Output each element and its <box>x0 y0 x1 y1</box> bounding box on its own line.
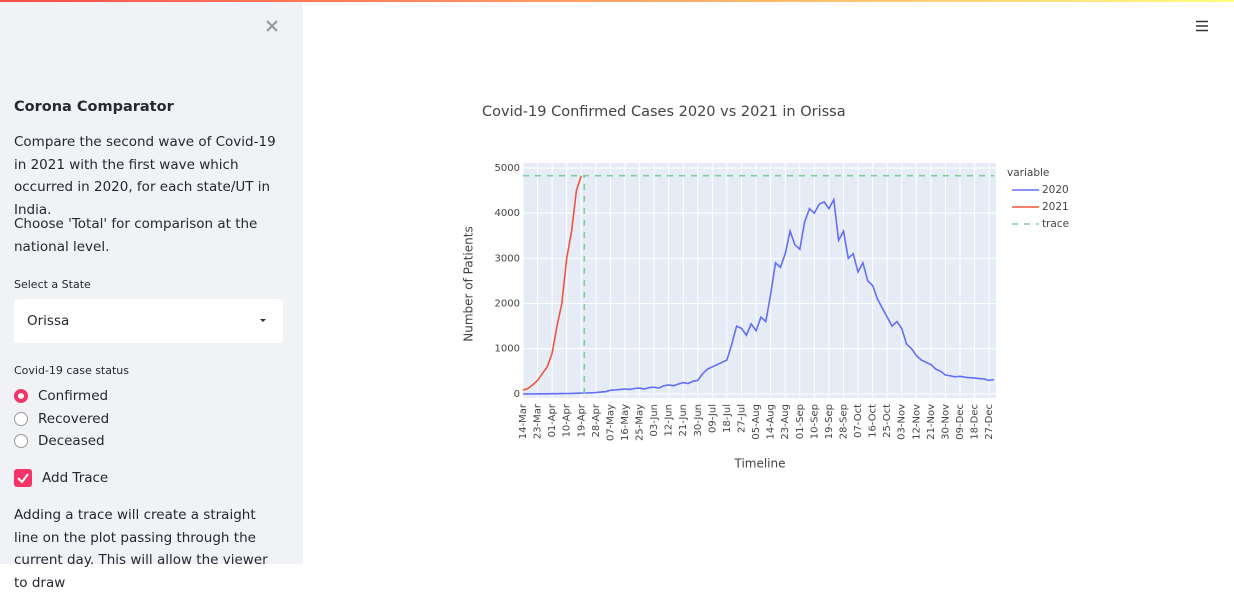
checkbox-box <box>14 469 32 487</box>
x-tick-label: 12-Jun <box>664 404 675 437</box>
plot-area <box>523 163 996 398</box>
x-tick-label: 25-Oct <box>882 404 893 438</box>
x-axis-title: Timeline <box>733 457 785 471</box>
chart-title: Covid-19 Confirmed Cases 2020 vs 2021 in… <box>482 104 846 120</box>
y-tick-label: 5000 <box>495 163 520 174</box>
radio-option[interactable]: Confirmed <box>14 386 108 406</box>
x-tick-label: 16-Oct <box>868 404 879 438</box>
x-tick-label: 01-Apr <box>547 403 558 437</box>
radio-option[interactable]: Deceased <box>14 431 105 451</box>
x-tick-label: 25-May <box>635 404 646 441</box>
x-tick-label: 05-Aug <box>751 404 762 440</box>
x-tick-label: 28-Apr <box>591 403 602 437</box>
dropdown-arrow <box>260 319 266 322</box>
x-tick-label: 10-Sep <box>809 404 820 439</box>
close-button[interactable] <box>265 19 279 33</box>
x-tick-label: 23-Aug <box>780 404 791 440</box>
state-select[interactable]: Orissa <box>14 299 283 343</box>
x-tick-label: 27-Dec <box>984 404 995 440</box>
option-text: Confirmed <box>38 388 109 404</box>
x-tick-label: 01-Sep <box>795 404 806 439</box>
legend-label: 2020 <box>1042 184 1069 196</box>
trace-help: Adding a trace will create a straight li… <box>14 507 268 591</box>
legend-title: variable <box>1007 167 1049 179</box>
x-tick-label: 07-May <box>605 404 616 441</box>
menu-button[interactable] <box>1195 20 1209 32</box>
checkbox[interactable]: Add Trace <box>14 468 108 488</box>
top-bar <box>0 0 1234 2</box>
sidebar-title: Corona Comparator <box>14 99 174 115</box>
x-tick-label: 03-Nov <box>897 404 908 440</box>
radio-option[interactable]: Recovered <box>14 409 109 429</box>
x-tick-label: 30-Nov <box>940 404 951 440</box>
y-tick-label: 1000 <box>495 344 520 355</box>
series-line <box>522 175 583 392</box>
hint-text: Choose 'Total' for comparison at the nat… <box>14 216 258 255</box>
x-tick-label: 03-Jun <box>649 404 660 437</box>
select-label: Select a State <box>14 278 91 291</box>
x-tick-label: 14-Mar <box>518 403 529 439</box>
x-tick-label: 28-Sep <box>838 404 849 439</box>
sidebar: Corona Comparator Compare the second wav… <box>0 2 303 591</box>
checkbox-text: Add Trace <box>42 470 109 486</box>
legend-label: trace <box>1042 218 1069 230</box>
y-axis-title: Number of Patients <box>462 226 476 341</box>
option-text: Deceased <box>38 433 105 449</box>
y-tick-label: 2000 <box>495 299 520 310</box>
x-tick-label: 09-Dec <box>955 404 966 440</box>
x-tick-label: 19-Sep <box>824 404 835 439</box>
x-tick-label: 09-Jul <box>707 404 718 433</box>
status-label: Covid-19 case status <box>14 364 130 377</box>
x-tick-label: 30-Jun <box>693 404 704 437</box>
x-tick-label: 21-Jun <box>678 404 689 437</box>
select-value: Orissa <box>27 313 70 329</box>
x-tick-label: 18-Dec <box>970 404 981 440</box>
x-tick-label: 16-May <box>620 404 631 441</box>
x-tick-label: 12-Nov <box>911 404 922 440</box>
y-tick-label: 4000 <box>495 208 520 219</box>
option-text: Recovered <box>38 411 110 427</box>
legend-label: 2021 <box>1042 201 1069 213</box>
x-tick-label: 19-Apr <box>576 403 587 437</box>
x-tick-label: 23-Mar <box>533 403 544 439</box>
chart: Covid-19 Confirmed Cases 2020 vs 2021 in… <box>462 104 1070 471</box>
x-tick-label: 14-Aug <box>766 404 777 440</box>
y-tick-label: 3000 <box>495 253 520 264</box>
x-tick-label: 21-Nov <box>926 404 937 440</box>
x-tick-label: 27-Jul <box>737 404 748 433</box>
series-line <box>523 197 995 395</box>
intro-text: Compare the second wave of Covid-19 in 2… <box>14 134 276 218</box>
x-tick-label: 18-Jul <box>722 404 733 433</box>
x-tick-label: 07-Oct <box>853 404 864 438</box>
x-tick-label: 10-Apr <box>562 403 573 437</box>
y-tick-label: 0 <box>514 389 520 400</box>
